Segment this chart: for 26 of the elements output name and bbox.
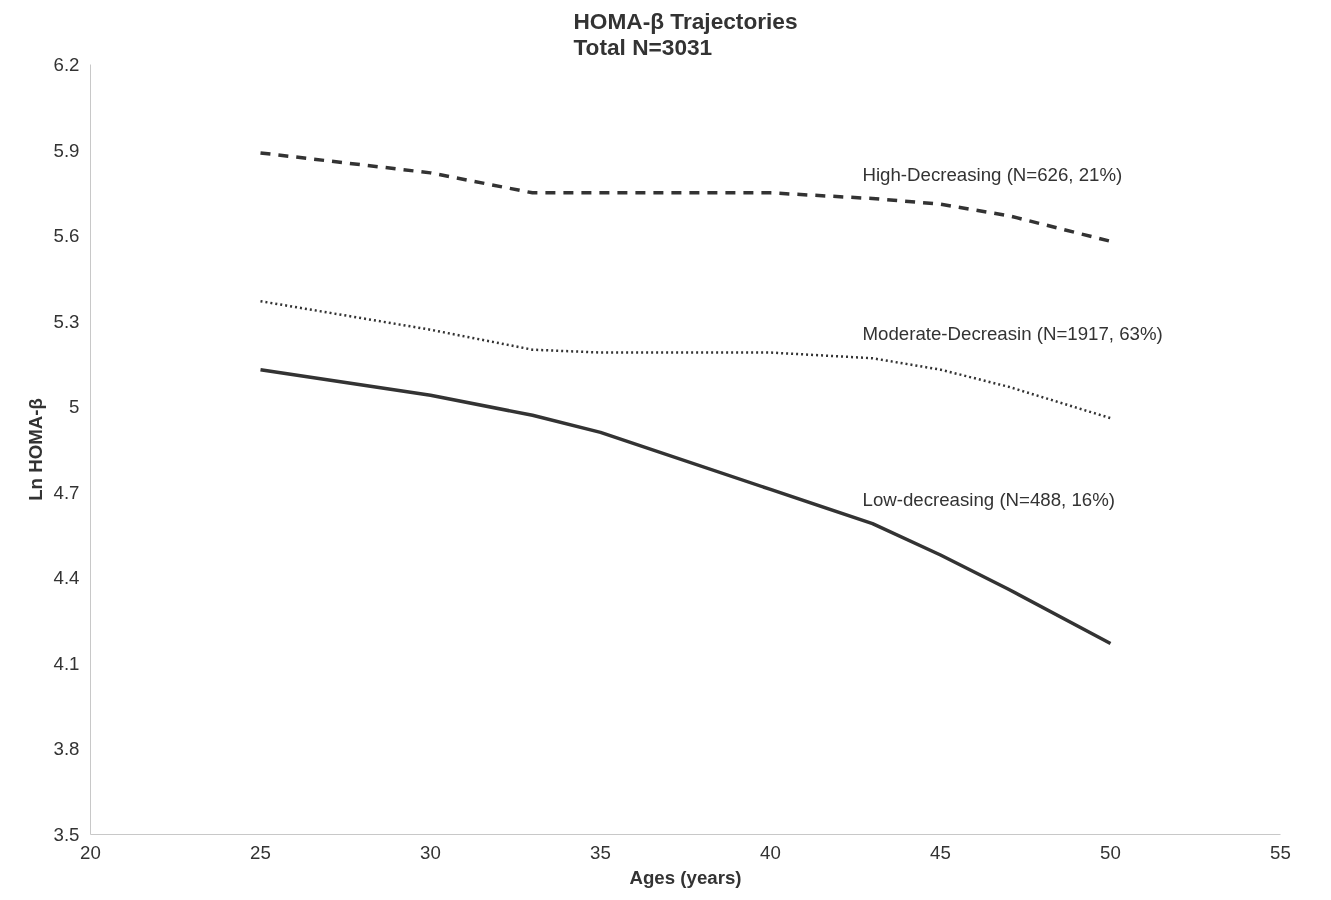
chart-title: HOMA-β Trajectories Total N=3031: [573, 7, 798, 60]
x-tick-label: 40: [760, 841, 781, 863]
y-axis-title: Ln HOMA-β: [24, 398, 46, 501]
y-tick-label: 4.1: [53, 652, 80, 674]
x-tick-label: 55: [1270, 841, 1291, 863]
x-tick-label: 50: [1100, 841, 1121, 863]
x-tick-label: 45: [930, 841, 951, 863]
y-tick-label: 3.8: [53, 738, 80, 760]
line-series: [258, 367, 1113, 646]
x-axis-title: Ages (years): [629, 866, 742, 888]
y-tick-label: 3.5: [53, 824, 80, 845]
y-tick-label: 5.3: [53, 310, 80, 332]
y-tick-label: 4.7: [53, 481, 80, 503]
y-tick-label: 5: [69, 396, 80, 418]
series-label: Moderate-Decreasin (N=1917, 63%): [862, 323, 1163, 345]
x-tick-label: 20: [80, 841, 101, 863]
y-tick-label: 4.4: [53, 567, 80, 589]
y-tick-label: 6.2: [53, 54, 80, 75]
line-series: [259, 299, 1112, 420]
series-label: High-Decreasing (N=626, 21%): [862, 163, 1123, 185]
y-tick-label: 5.9: [53, 139, 80, 161]
series-label: Low-decreasing (N=488, 16%): [862, 488, 1116, 510]
x-tick-label: 35: [590, 841, 611, 863]
x-tick-label: 30: [420, 841, 441, 863]
y-tick-label: 5.6: [53, 225, 80, 247]
x-tick-label: 25: [250, 841, 271, 863]
